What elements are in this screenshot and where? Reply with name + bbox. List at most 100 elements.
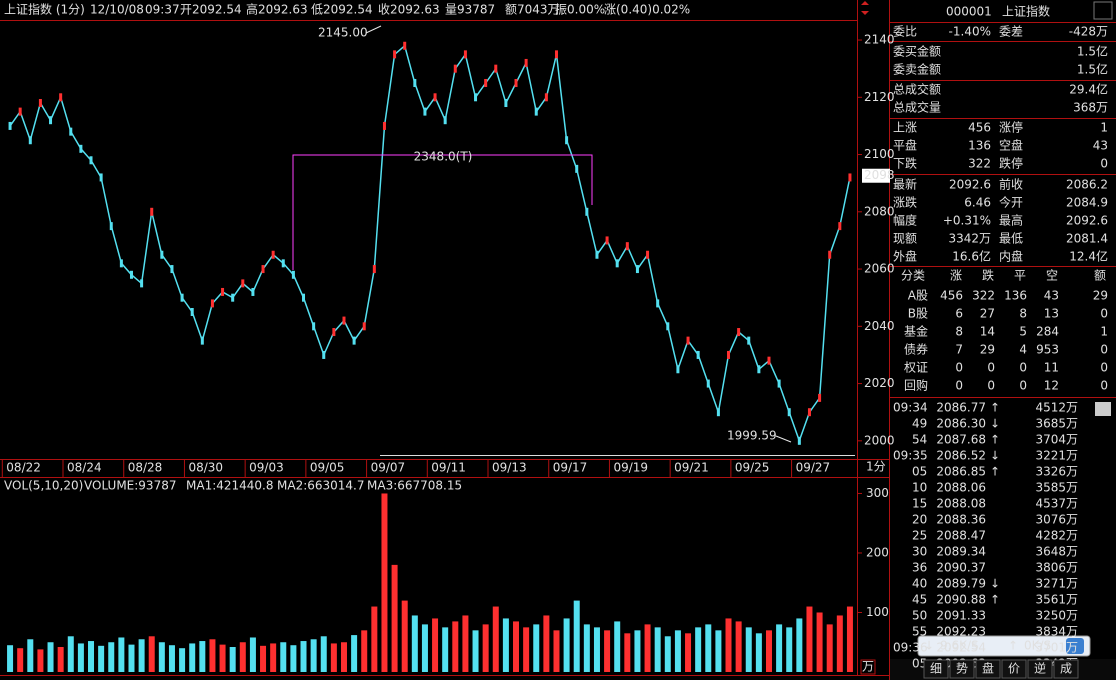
trade-price: 2090.88: [936, 593, 986, 607]
stats-cell: 回购: [904, 378, 928, 393]
tab[interactable]: [1001, 659, 1027, 679]
trade-time: 09:35: [893, 449, 928, 463]
volume-bar: [280, 642, 287, 672]
trade-price: 2086.52: [936, 449, 986, 463]
quote-value: 0: [1100, 157, 1108, 171]
tab[interactable]: [949, 659, 975, 679]
trade-amount: 3834万: [1035, 625, 1078, 639]
y-tick-label: 2000: [864, 433, 895, 447]
stats-cell: 43: [1044, 289, 1059, 303]
quote-label: 最低: [999, 232, 1023, 246]
volume-bar: [472, 630, 479, 672]
network-down: 9.6K/S: [940, 639, 979, 653]
candle: [190, 308, 194, 316]
quote-label: 委比: [893, 25, 917, 39]
stats-cell: 13: [1044, 307, 1059, 321]
candle: [727, 350, 731, 359]
candle: [646, 250, 650, 259]
stock-name: 上证指数: [1002, 4, 1050, 19]
candle: [49, 116, 53, 125]
trade-time: 05: [912, 465, 927, 479]
header-item: 低2092.54: [311, 3, 373, 17]
y-tick-label: 2020: [864, 376, 895, 390]
tab[interactable]: [1027, 659, 1053, 679]
trade-amount: 3561万: [1035, 593, 1078, 607]
tab[interactable]: [975, 659, 1001, 679]
volume-bar: [148, 636, 155, 672]
candle: [595, 250, 599, 259]
candle: [433, 93, 437, 102]
candle: [322, 350, 326, 359]
tab[interactable]: [923, 659, 949, 679]
trade-price: 2092.54: [936, 641, 986, 655]
candle: [696, 350, 700, 359]
close-box[interactable]: [1093, 1, 1113, 20]
y-tick-label: 2100: [864, 147, 895, 161]
x-tick-label: 09/03: [249, 461, 284, 475]
quote-label: 现额: [893, 232, 917, 246]
low-pointer: [775, 435, 792, 443]
volume-bar: [229, 647, 236, 672]
y-tick-label: 300: [866, 486, 889, 500]
volume-bar: [17, 648, 24, 672]
trade-amount: 3271万: [1035, 577, 1078, 591]
tab[interactable]: [1053, 659, 1079, 679]
candle: [140, 279, 144, 288]
unit-box: [860, 659, 876, 675]
stats-cell: 5: [1019, 325, 1027, 339]
quote-label: 空盘: [999, 138, 1023, 153]
candle: [382, 121, 386, 130]
quote-value: 1.5亿: [1077, 44, 1108, 59]
volume-bar: [88, 641, 95, 672]
stats-cell: B股: [908, 307, 928, 321]
stats-cell: 1: [1100, 325, 1108, 339]
candle: [747, 336, 751, 345]
measure-box: [292, 154, 593, 270]
stats-cell: 29: [1093, 289, 1108, 303]
tab-label: 势: [956, 662, 968, 676]
header-item: 振0.00%: [555, 3, 605, 17]
stats-cell: 27: [980, 307, 995, 321]
trade-scroll[interactable]: [1095, 402, 1111, 416]
candle: [332, 328, 336, 337]
volume-bar: [421, 624, 428, 672]
x-tick-label: 09/13: [492, 461, 527, 475]
measure-label: 2348.0(T): [414, 150, 473, 164]
trade-time: 55: [912, 625, 927, 639]
trade-amount: 4282万: [1035, 529, 1078, 543]
trade-amount: 4512万: [1035, 401, 1078, 415]
quote-value: +0.31%: [943, 214, 991, 228]
trade-price: 2088.06: [936, 481, 986, 495]
volume-bar: [735, 621, 742, 672]
candle: [686, 336, 690, 345]
candle: [453, 64, 457, 73]
candle: [372, 265, 376, 274]
candle: [241, 279, 245, 288]
volume-bar: [432, 618, 439, 672]
quote-value: 12.4亿: [1069, 249, 1108, 264]
volume-bar: [179, 648, 186, 672]
volume-bar: [725, 618, 732, 672]
trade-amount: 3685万: [1035, 417, 1078, 431]
trade-price: 2086.85: [936, 465, 986, 479]
trade-price: 2088.08: [936, 497, 986, 511]
trade-time: 49: [912, 417, 927, 431]
quote-label: 跌停: [999, 156, 1023, 171]
y-tick-label: 2040: [864, 319, 895, 333]
candle: [281, 259, 285, 268]
stock-code: 000001: [946, 5, 992, 19]
header-item: 09:37: [145, 3, 180, 17]
volume-bar: [98, 645, 105, 672]
trade-arrow: ↑: [990, 593, 1000, 607]
stats-cell: 322: [972, 289, 995, 303]
candle: [79, 144, 83, 153]
x-tick-label: 09/21: [674, 461, 709, 475]
quote-label: 上涨: [893, 120, 917, 135]
trade-amount: 3250万: [1035, 609, 1078, 623]
volume-title: VOL(5,10,20): [4, 479, 83, 493]
volume-bar: [502, 618, 509, 672]
volume-bar: [604, 630, 611, 672]
x-tick-label: 09/17: [553, 461, 588, 475]
